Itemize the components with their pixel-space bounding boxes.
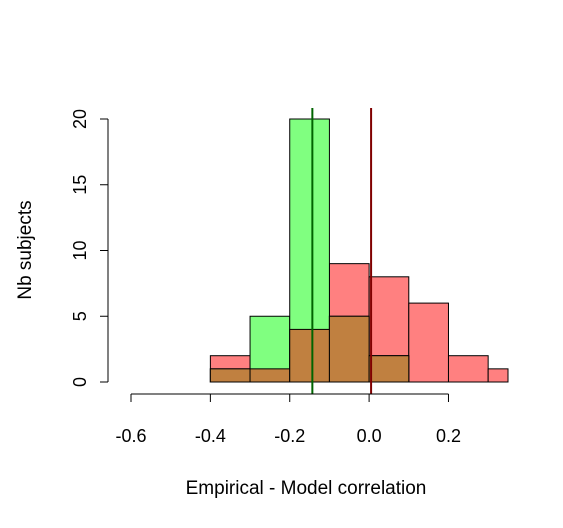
x-tick-label-4: 0.2 xyxy=(436,426,461,446)
histogram-bar-overlap-bin4 xyxy=(368,355,410,383)
histogram-bar-overlap-bin2 xyxy=(289,328,330,383)
y-axis: 0 5 10 15 20 xyxy=(70,109,109,387)
histogram-bar-overlap-bin0 xyxy=(209,368,251,383)
x-tick-label-2: -0.2 xyxy=(274,426,305,446)
vertical-lines-layer xyxy=(311,108,373,394)
x-tick-label-1: -0.4 xyxy=(195,426,226,446)
y-tick-label-4: 20 xyxy=(70,109,90,129)
histogram-bar-overlap-bin3 xyxy=(328,315,370,383)
y-axis-title: Nb subjects xyxy=(15,200,36,299)
histogram-bar-overlap-bin1 xyxy=(249,368,291,383)
x-tick-label-3: 0.0 xyxy=(357,426,382,446)
histogram-bar-series0-bin7 xyxy=(487,368,509,383)
x-axis-title: Empirical - Model correlation xyxy=(186,478,427,499)
x-tick-label-0: -0.6 xyxy=(115,426,146,446)
y-tick-label-3: 15 xyxy=(70,175,90,195)
x-axis: -0.6 -0.4 -0.2 0.0 0.2 xyxy=(115,393,461,446)
y-tick-label-2: 10 xyxy=(70,240,90,260)
bars-layer xyxy=(209,118,509,383)
y-tick-label-0: 0 xyxy=(70,377,90,387)
y-tick-label-1: 5 xyxy=(70,311,90,321)
histogram-bar-series0-bin5 xyxy=(408,302,449,383)
histogram-bar-series0-bin6 xyxy=(447,355,489,383)
